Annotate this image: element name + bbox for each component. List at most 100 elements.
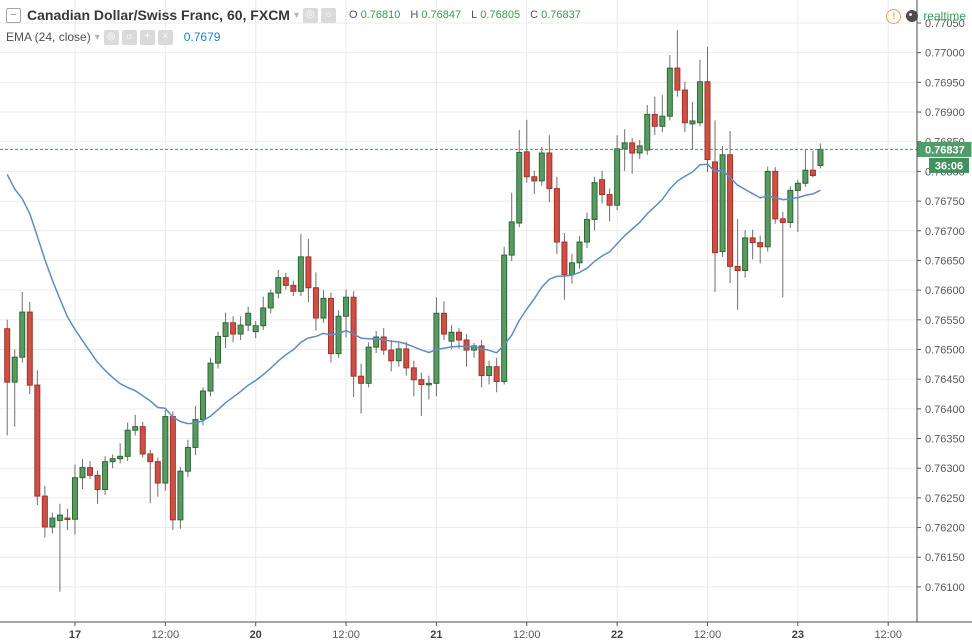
chevron-down-icon[interactable]: ▾ bbox=[94, 31, 100, 43]
candle-down bbox=[704, 81, 711, 161]
candle-up bbox=[117, 455, 124, 460]
realtime-label: realtime bbox=[923, 9, 966, 23]
candle-up bbox=[102, 461, 109, 491]
candle-up bbox=[215, 335, 222, 364]
candle-up bbox=[591, 182, 598, 220]
candle-down bbox=[712, 161, 719, 254]
low-value: 0.76805 bbox=[480, 9, 521, 21]
candle-up bbox=[538, 152, 545, 182]
candle-down bbox=[34, 384, 41, 497]
price-label: 0.76400 bbox=[925, 404, 965, 416]
candle-down bbox=[380, 336, 387, 351]
candle-down bbox=[546, 152, 553, 190]
indicator-value: 0.7679 bbox=[183, 30, 221, 44]
candle-down bbox=[312, 287, 319, 319]
candle-up bbox=[659, 115, 666, 127]
candle-up bbox=[245, 312, 252, 326]
time-label: 21 bbox=[430, 629, 442, 641]
candle-up bbox=[19, 311, 26, 358]
exchange-logo-icon[interactable] bbox=[906, 10, 919, 22]
warning-icon[interactable]: ! bbox=[886, 8, 902, 24]
gear-icon[interactable]: ☼ bbox=[121, 29, 137, 45]
close-label: C bbox=[530, 9, 539, 21]
candle-down bbox=[403, 348, 410, 369]
candle-up bbox=[568, 262, 575, 276]
close-icon[interactable]: × bbox=[157, 29, 173, 45]
symbol-title[interactable]: Canadian Dollar/Swiss Franc, 60, FXCM bbox=[27, 7, 290, 23]
ohlc-readout: O 0.76810 H 0.76847 L 0.76805 C 0.76837 bbox=[349, 9, 581, 21]
price-label: 0.76450 bbox=[925, 374, 965, 386]
candle-down bbox=[418, 379, 425, 386]
candle-up bbox=[79, 467, 86, 479]
price-label: 0.76650 bbox=[925, 255, 965, 267]
candle-down bbox=[305, 256, 312, 289]
open-label: O bbox=[349, 9, 358, 21]
time-label: 12:00 bbox=[513, 629, 541, 641]
candle-series bbox=[4, 30, 824, 592]
candle-up bbox=[516, 151, 523, 224]
grid bbox=[0, 0, 917, 622]
candle-up bbox=[666, 67, 673, 117]
candle-up bbox=[56, 514, 63, 521]
candle-up bbox=[508, 221, 515, 256]
candle-down bbox=[493, 366, 500, 383]
candle-down bbox=[290, 284, 297, 292]
candle-down bbox=[350, 296, 357, 377]
time-label: 23 bbox=[792, 629, 804, 641]
countdown-badge-bg bbox=[929, 157, 969, 173]
chart-legend: − Canadian Dollar/Swiss Franc, 60, FXCM … bbox=[6, 5, 581, 47]
time-label: 22 bbox=[611, 629, 623, 641]
candle-down bbox=[94, 474, 101, 491]
candle-down bbox=[478, 345, 485, 377]
candle-down bbox=[681, 89, 688, 124]
candle-down bbox=[629, 142, 636, 154]
candle-up bbox=[49, 517, 56, 528]
candle-down bbox=[230, 322, 237, 335]
time-label: 12:00 bbox=[332, 629, 360, 641]
close-value: 0.76837 bbox=[541, 9, 581, 21]
candle-up bbox=[252, 325, 259, 333]
candle-up bbox=[267, 292, 274, 309]
data-status: ! realtime bbox=[886, 8, 966, 24]
candle-down bbox=[463, 339, 470, 351]
price-axis[interactable]: 0.770500.770000.769500.769000.768500.768… bbox=[917, 18, 965, 594]
symbol-row: − Canadian Dollar/Swiss Franc, 60, FXCM … bbox=[6, 5, 581, 25]
candle-down bbox=[440, 312, 447, 335]
collapse-legend-icon[interactable]: − bbox=[6, 7, 21, 23]
open-value: 0.76810 bbox=[360, 9, 401, 21]
candle-up bbox=[260, 307, 267, 327]
candle-up bbox=[764, 170, 771, 248]
eye-icon[interactable]: ◎ bbox=[303, 7, 318, 23]
candle-up bbox=[177, 470, 184, 521]
candle-up bbox=[320, 297, 327, 319]
time-label: 20 bbox=[250, 629, 262, 641]
price-label: 0.76550 bbox=[925, 315, 965, 327]
candle-down bbox=[26, 311, 33, 386]
ema-line bbox=[6, 163, 821, 425]
candle-up bbox=[742, 237, 749, 272]
candle-up bbox=[696, 81, 703, 124]
candle-down bbox=[772, 170, 779, 220]
candle-up bbox=[794, 182, 801, 191]
candle-down bbox=[779, 218, 786, 223]
candle-up bbox=[425, 382, 432, 386]
add-icon[interactable]: + bbox=[139, 29, 155, 45]
eye-icon[interactable]: ◎ bbox=[103, 29, 119, 45]
candle-down bbox=[327, 297, 334, 355]
indicator-name[interactable]: EMA (24, close) bbox=[6, 30, 91, 44]
last-price-badge: 0.76837 36:06 bbox=[917, 141, 972, 173]
chevron-down-icon[interactable]: ▾ bbox=[293, 9, 299, 21]
candle-up bbox=[192, 419, 199, 448]
candle-up bbox=[486, 366, 493, 377]
candle-down bbox=[757, 242, 764, 248]
time-axis[interactable]: 17 12:00 20 12:00 21 12:00 22 12:00 23 12:00 bbox=[69, 622, 902, 641]
countdown-badge-text: 36:06 bbox=[935, 160, 963, 172]
candle-up bbox=[719, 154, 726, 253]
candle-down bbox=[410, 367, 417, 381]
candle-up bbox=[448, 331, 455, 342]
gear-icon[interactable]: ☼ bbox=[321, 7, 336, 23]
last-price-badge-bg bbox=[917, 141, 972, 157]
candle-down bbox=[651, 113, 658, 127]
